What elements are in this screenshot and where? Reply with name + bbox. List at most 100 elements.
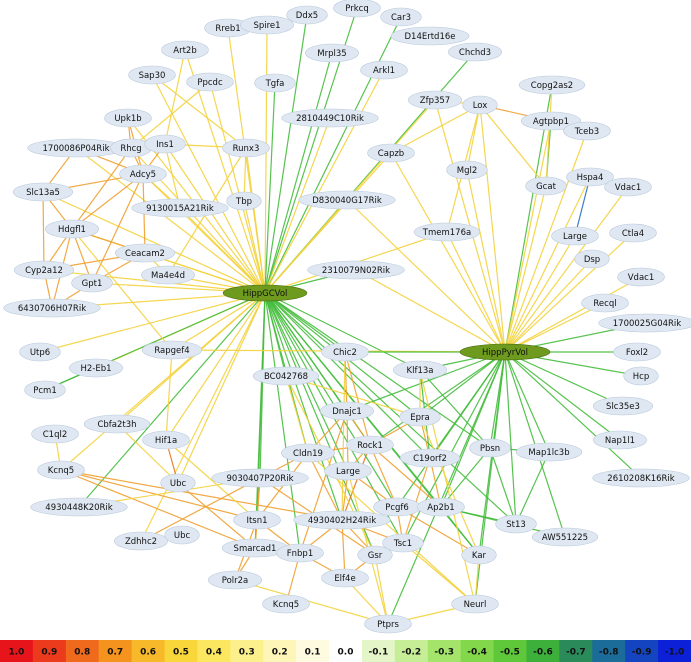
edge — [42, 191, 266, 294]
color-label: 0.7 — [107, 648, 123, 658]
node-label: Zfp357 — [420, 96, 450, 106]
gene-node — [515, 442, 583, 462]
gene-node — [71, 273, 113, 293]
node-label: Mgl2 — [457, 166, 478, 176]
edge — [466, 169, 506, 353]
color-cell — [394, 640, 429, 662]
node-label: Dnajc1 — [332, 407, 362, 417]
node-label: Vdac1 — [628, 273, 655, 283]
node-label: D14Ertd16e — [405, 32, 456, 42]
color-label: 0.5 — [173, 648, 189, 658]
edge — [243, 200, 266, 294]
gene-node — [461, 545, 497, 565]
gene-node — [531, 527, 599, 547]
gene-node — [380, 7, 422, 27]
gene-node — [186, 72, 234, 92]
node-label: Arkl1 — [373, 66, 395, 76]
edge — [264, 199, 348, 294]
edge — [504, 351, 517, 525]
color-label: -0.1 — [369, 648, 389, 658]
gene-node — [320, 401, 374, 421]
edge — [390, 104, 481, 154]
node-label: Hdgfl1 — [58, 225, 86, 235]
edge — [299, 410, 348, 554]
edge — [489, 447, 517, 525]
edge — [504, 258, 593, 353]
color-label: 1.0 — [8, 648, 24, 658]
edge — [369, 444, 398, 508]
gene-node — [3, 298, 101, 318]
gene-node — [563, 121, 611, 141]
color-label: -0.5 — [500, 648, 520, 658]
edge — [346, 410, 349, 472]
node-label: Agtpbp1 — [533, 117, 569, 127]
color-label: 0.6 — [140, 648, 156, 658]
node-label: St13 — [506, 520, 526, 530]
gene-node — [393, 360, 447, 380]
gene-node — [281, 108, 379, 128]
edge — [264, 292, 301, 554]
node-label: Ctla4 — [622, 229, 644, 239]
node-label: Rapgef4 — [154, 346, 189, 356]
gene-node — [324, 461, 372, 481]
node-label: Ptprs — [377, 620, 399, 630]
color-label: -1.0 — [665, 648, 685, 658]
gene-node — [446, 160, 488, 180]
node-label: Capzb — [378, 149, 404, 159]
edge — [264, 82, 276, 294]
edge — [504, 186, 629, 353]
edge — [504, 351, 642, 479]
color-label: -0.2 — [401, 648, 421, 658]
gene-node — [19, 342, 61, 362]
gene-node — [525, 176, 567, 196]
gene-node — [83, 414, 151, 434]
node-label: Elf4e — [334, 574, 355, 584]
color-cell — [658, 640, 691, 662]
gene-node — [208, 570, 262, 590]
edge — [177, 482, 256, 549]
gene-node — [604, 177, 652, 197]
node-label: Large — [336, 467, 360, 477]
gene-node — [598, 313, 691, 333]
node-label: Dsp — [584, 255, 600, 265]
color-cell — [0, 640, 34, 662]
edge — [504, 351, 550, 453]
node-label: Utp6 — [30, 348, 50, 358]
gene-node — [131, 198, 229, 218]
color-cell — [460, 640, 495, 662]
node-label: Lox — [473, 101, 488, 111]
node-label: HippGCVol — [243, 289, 288, 299]
gene-node — [160, 473, 196, 493]
gene-node — [617, 267, 665, 287]
edge — [504, 176, 591, 353]
color-label: -0.7 — [566, 648, 586, 658]
node-label: Zdhhc2 — [125, 537, 157, 547]
node-label: Cldn19 — [293, 449, 323, 459]
edge — [264, 14, 308, 294]
gene-node — [13, 260, 75, 280]
gene-node — [12, 182, 74, 202]
node-label: Car3 — [391, 13, 411, 23]
gene-node — [276, 543, 324, 563]
gene-node — [551, 226, 599, 246]
edge — [545, 84, 553, 187]
node-label: HippPyrVol — [482, 348, 528, 358]
edge — [419, 351, 506, 418]
edge — [264, 52, 333, 294]
gene-node — [469, 438, 511, 458]
gene-node — [382, 533, 424, 553]
gene-node — [211, 468, 309, 488]
edge — [177, 292, 266, 484]
gene-node — [128, 65, 176, 85]
node-label: Tmem176a — [422, 228, 471, 238]
node-label: Epra — [410, 413, 429, 423]
node-label: 2810449C10Rik — [296, 114, 364, 124]
edge — [369, 444, 442, 508]
node-label: Klf13a — [407, 366, 434, 376]
node-label: Hcp — [633, 372, 649, 382]
edge — [374, 554, 389, 625]
gene-node — [119, 164, 167, 184]
edge — [245, 147, 266, 294]
node-label: Large — [563, 232, 587, 242]
